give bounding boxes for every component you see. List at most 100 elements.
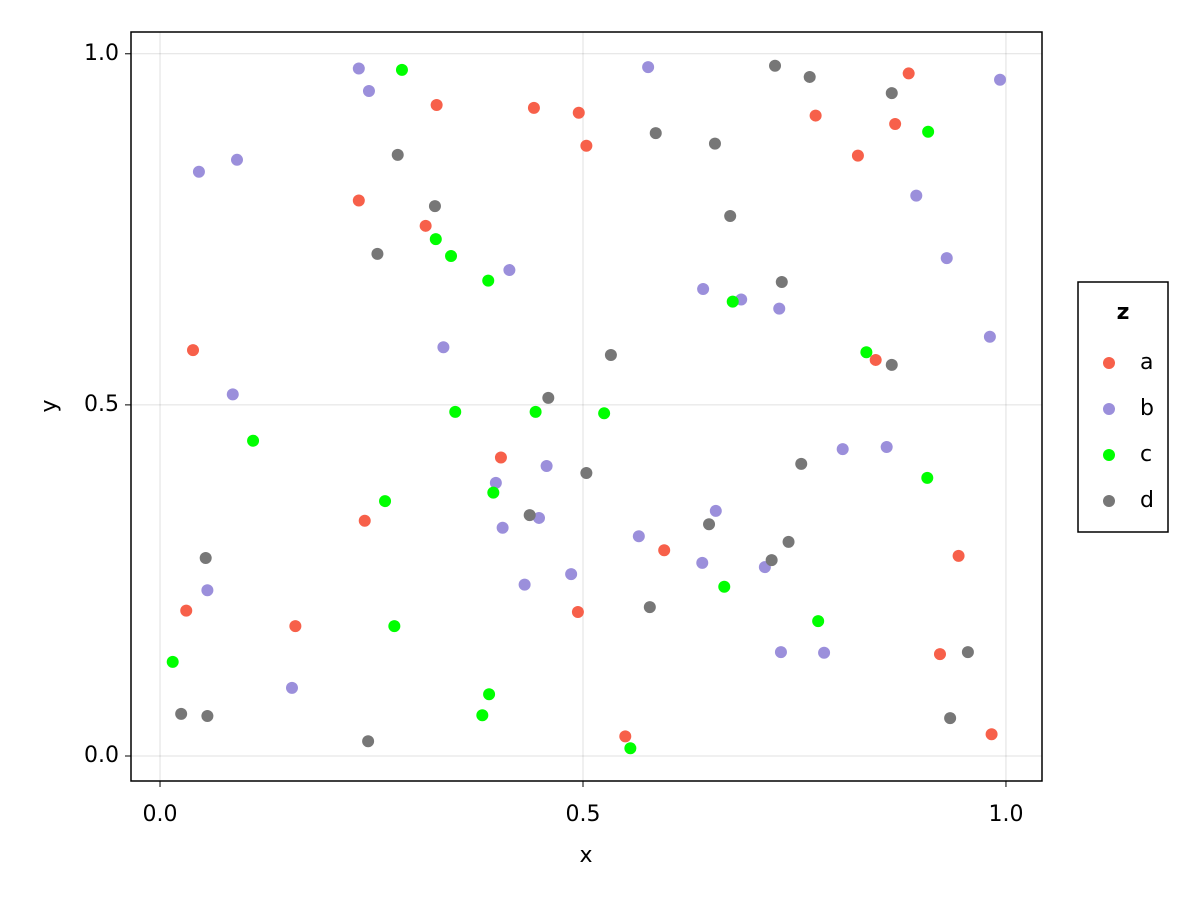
point [774, 646, 787, 659]
point [540, 459, 553, 472]
point [860, 346, 873, 359]
legend-marker [1103, 357, 1115, 369]
x-tick-label: 0.0 [143, 802, 178, 827]
point [429, 233, 442, 246]
point [371, 247, 384, 260]
point [571, 606, 584, 619]
point [718, 580, 731, 593]
x-tick-label: 0.5 [565, 802, 600, 827]
point [933, 648, 946, 661]
point [362, 84, 375, 97]
point [494, 451, 507, 464]
point [624, 742, 637, 755]
point [523, 509, 536, 522]
grid [131, 32, 1042, 781]
plot-frame [130, 31, 1043, 782]
point [201, 584, 214, 597]
point [289, 620, 302, 633]
point [902, 67, 915, 80]
point [430, 99, 443, 112]
point [880, 441, 893, 454]
point [527, 101, 540, 114]
point [836, 443, 849, 456]
point [565, 568, 578, 581]
point [869, 353, 882, 366]
point [352, 194, 365, 207]
legend-marker [1103, 495, 1115, 507]
legend-label: a [1140, 350, 1153, 375]
y-tick-label: 1.0 [84, 41, 119, 66]
point [708, 137, 721, 150]
point [643, 601, 656, 614]
point [201, 709, 214, 722]
point [379, 495, 392, 508]
point [230, 153, 243, 166]
point [533, 511, 546, 524]
point [388, 620, 401, 633]
point [726, 295, 739, 308]
point [769, 59, 782, 72]
point [482, 274, 495, 287]
y-axis-label: y [37, 399, 62, 412]
point [818, 646, 831, 659]
point [529, 405, 542, 418]
point [775, 275, 788, 288]
point [809, 109, 822, 122]
point [598, 407, 611, 420]
x-axis-label: x [579, 843, 592, 868]
point [437, 341, 450, 354]
point [580, 467, 593, 480]
point [697, 283, 710, 296]
point [658, 544, 671, 557]
legend-title: z [1117, 300, 1130, 325]
point [922, 125, 935, 138]
legend-label: c [1140, 442, 1152, 467]
point [765, 554, 778, 567]
point [518, 578, 531, 591]
point [362, 735, 375, 748]
point [192, 165, 205, 178]
point [803, 70, 816, 83]
x-tick-label: 1.0 [988, 802, 1023, 827]
point [226, 388, 239, 401]
point [649, 127, 662, 140]
point [352, 62, 365, 75]
point [910, 189, 923, 202]
point [445, 250, 458, 263]
point [921, 471, 934, 484]
point [724, 209, 737, 222]
point [175, 707, 188, 720]
point [632, 530, 645, 543]
point [419, 219, 432, 232]
point [885, 358, 898, 371]
point [580, 139, 593, 152]
point [985, 728, 998, 741]
point [851, 149, 864, 162]
legend-label: b [1140, 396, 1154, 421]
point [994, 73, 1007, 86]
legend-marker [1103, 449, 1115, 461]
point [496, 521, 509, 534]
legend-box [1077, 281, 1169, 533]
legend-label: d [1140, 488, 1154, 513]
point [795, 457, 808, 470]
point [983, 330, 996, 343]
point [782, 535, 795, 548]
point [709, 504, 722, 517]
point [812, 615, 825, 628]
point [642, 61, 655, 74]
point [885, 87, 898, 100]
point [180, 604, 193, 617]
point [944, 712, 957, 725]
point [703, 518, 716, 531]
y-tick-label: 0.5 [84, 392, 119, 417]
point [489, 476, 502, 489]
point [619, 730, 632, 743]
point [358, 514, 371, 527]
point [773, 302, 786, 315]
point [428, 200, 441, 213]
point [395, 63, 408, 76]
point [285, 681, 298, 694]
